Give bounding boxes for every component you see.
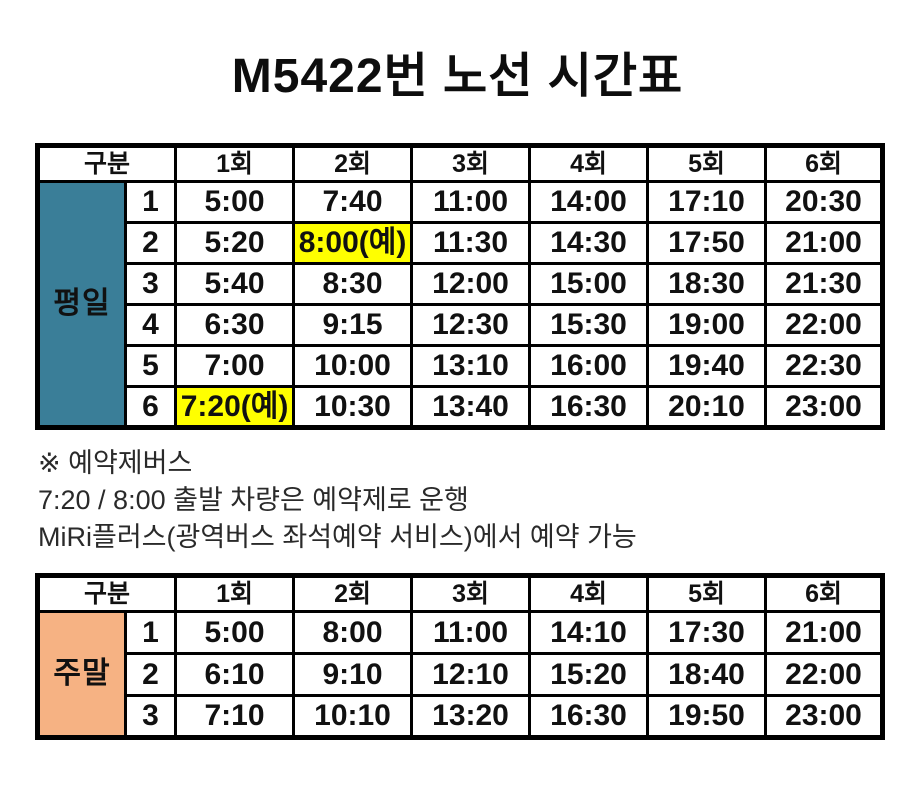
time-cell: 14:00 [528, 180, 650, 225]
time-cell: 16:00 [528, 344, 650, 389]
time-cell: 5:40 [174, 262, 296, 307]
row-number: 3 [123, 262, 178, 307]
note-line-miri-plus: MiRi플러스(광역버스 좌석예약 서비스)에서 예약 가능 [38, 522, 637, 553]
table-row: 6 7:20(예) 10:30 13:40 16:30 20:10 23:00 [38, 385, 885, 430]
time-cell: 5:00 [174, 610, 296, 656]
table-row: 주말 1 5:00 8:00 11:00 14:10 17:30 21:00 [36, 610, 885, 740]
column-header-gubun: 구분 [35, 574, 178, 614]
time-cell: 23:00 [764, 385, 885, 430]
weekend-group-label: 주말 [36, 610, 127, 740]
time-cell: 19:50 [646, 694, 768, 740]
time-cell: 22:00 [764, 652, 885, 698]
column-header-trip3: 3회 [410, 144, 532, 184]
time-cell-reserved-highlight: 8:00(예) [292, 221, 414, 266]
time-cell: 8:00 [292, 610, 414, 656]
table-row: 평일 1 5:00 7:40 11:00 14:00 17:10 20:30 [36, 180, 885, 430]
time-cell: 14:10 [528, 610, 650, 656]
table-row: 2 6:10 9:10 12:10 15:20 18:40 22:00 [38, 652, 885, 698]
time-cell: 13:10 [410, 344, 532, 389]
column-header-trip6: 6회 [764, 574, 885, 614]
weekday-header-row: 구분 1회 2회 3회 4회 5회 6회 [35, 144, 885, 184]
time-cell: 20:30 [764, 180, 885, 225]
time-cell: 6:30 [174, 303, 296, 348]
table-row: 3 5:40 8:30 12:00 15:00 18:30 21:30 [38, 262, 885, 307]
note-line-reservation-times: 7:20 / 8:00 출발 차량은 예약제로 운행 [38, 485, 469, 516]
time-cell: 12:30 [410, 303, 532, 348]
time-cell: 10:00 [292, 344, 414, 389]
time-cell: 21:30 [764, 262, 885, 307]
page-title: M5422번 노선 시간표 [231, 50, 684, 103]
time-cell: 12:00 [410, 262, 532, 307]
time-cell: 13:20 [410, 694, 532, 740]
column-header-trip4: 4회 [528, 144, 650, 184]
reservation-notes: ※ 예약제버스 7:20 / 8:00 출발 차량은 예약제로 운행 MiRi플… [38, 445, 915, 556]
time-cell: 7:10 [174, 694, 296, 740]
time-cell: 15:30 [528, 303, 650, 348]
time-cell: 19:40 [646, 344, 768, 389]
time-cell: 21:00 [764, 610, 885, 656]
table-row: 4 6:30 9:15 12:30 15:30 19:00 22:00 [38, 303, 885, 348]
time-cell: 11:00 [410, 610, 532, 656]
time-cell: 10:10 [292, 694, 414, 740]
time-cell: 5:00 [174, 180, 296, 225]
time-cell: 13:40 [410, 385, 532, 430]
time-cell: 12:10 [410, 652, 532, 698]
time-cell: 15:20 [528, 652, 650, 698]
row-number: 5 [123, 344, 178, 389]
time-cell-reserved-highlight: 7:20(예) [174, 385, 296, 430]
time-cell: 6:10 [174, 652, 296, 698]
time-cell: 11:00 [410, 180, 532, 225]
column-header-gubun: 구분 [35, 144, 178, 184]
column-header-trip5: 5회 [646, 574, 768, 614]
time-cell: 15:00 [528, 262, 650, 307]
row-number: 6 [123, 385, 178, 430]
time-cell: 20:10 [646, 385, 768, 430]
time-cell: 10:30 [292, 385, 414, 430]
time-cell: 11:30 [410, 221, 532, 266]
time-cell: 9:10 [292, 652, 414, 698]
weekend-header-row: 구분 1회 2회 3회 4회 5회 6회 [35, 574, 885, 614]
timetable-notice: M5422번 노선 시간표 구분 1회 2회 3회 4회 5회 6회 평일 1 … [0, 50, 915, 810]
time-cell: 23:00 [764, 694, 885, 740]
column-header-trip6: 6회 [764, 144, 885, 184]
table-row: 2 5:20 8:00(예) 11:30 14:30 17:50 21:00 [38, 221, 885, 266]
note-line-reservation-bus: ※ 예약제버스 [38, 448, 193, 479]
time-cell: 17:10 [646, 180, 768, 225]
weekday-timetable: 구분 1회 2회 3회 4회 5회 6회 평일 1 5:00 7:40 11:0… [35, 143, 886, 431]
time-cell: 7:40 [292, 180, 414, 225]
time-cell: 18:30 [646, 262, 768, 307]
row-number: 1 [123, 610, 178, 656]
time-cell: 8:30 [292, 262, 414, 307]
time-cell: 7:00 [174, 344, 296, 389]
time-cell: 9:15 [292, 303, 414, 348]
table-row: 5 7:00 10:00 13:10 16:00 19:40 22:30 [38, 344, 885, 389]
row-number: 2 [123, 652, 178, 698]
time-cell: 19:00 [646, 303, 768, 348]
weekday-group-label: 평일 [36, 180, 127, 430]
column-header-trip2: 2회 [292, 144, 414, 184]
time-cell: 18:40 [646, 652, 768, 698]
time-cell: 14:30 [528, 221, 650, 266]
time-cell: 22:30 [764, 344, 885, 389]
column-header-trip1: 1회 [174, 144, 296, 184]
row-number: 3 [123, 694, 178, 740]
row-number: 2 [123, 221, 178, 266]
weekend-timetable: 구분 1회 2회 3회 4회 5회 6회 주말 1 5:00 8:00 11:0… [35, 573, 886, 741]
column-header-trip5: 5회 [646, 144, 768, 184]
time-cell: 5:20 [174, 221, 296, 266]
row-number: 4 [123, 303, 178, 348]
row-number: 1 [123, 180, 178, 225]
time-cell: 16:30 [528, 694, 650, 740]
column-header-trip2: 2회 [292, 574, 414, 614]
table-row: 3 7:10 10:10 13:20 16:30 19:50 23:00 [38, 694, 885, 740]
time-cell: 21:00 [764, 221, 885, 266]
time-cell: 22:00 [764, 303, 885, 348]
time-cell: 17:30 [646, 610, 768, 656]
time-cell: 17:50 [646, 221, 768, 266]
time-cell: 16:30 [528, 385, 650, 430]
column-header-trip3: 3회 [410, 574, 532, 614]
column-header-trip1: 1회 [174, 574, 296, 614]
column-header-trip4: 4회 [528, 574, 650, 614]
